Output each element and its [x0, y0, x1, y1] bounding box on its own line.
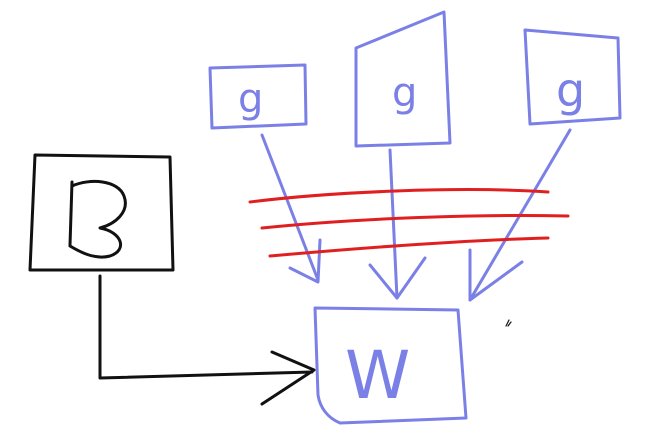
node-w-box [313, 306, 468, 425]
node-b-box [28, 153, 175, 272]
node-g-3: g [523, 28, 622, 126]
arrow-g2-to-w [368, 148, 427, 300]
node-g-1-box [208, 63, 308, 130]
arrow-b-shaft [98, 274, 314, 380]
node-g-2-label: g [392, 70, 417, 116]
red-line-3 [268, 236, 550, 258]
red-strike-lines [248, 188, 570, 258]
node-b-label: B [0, 0, 1, 1]
node-w: W [313, 306, 468, 425]
node-b-glyph-stem [68, 180, 74, 247]
node-g-1-label: g [238, 76, 263, 122]
node-b: B [0, 0, 175, 272]
node-g-3-label: g [556, 63, 585, 117]
arrow-b-to-w [98, 274, 316, 406]
node-g-3-box [523, 28, 622, 126]
arrow-b-head [260, 350, 316, 406]
arrow-g1-shaft [260, 133, 320, 282]
node-g-1: g [208, 63, 308, 130]
node-b-glyph-bowls [68, 179, 127, 259]
stray-mark [505, 319, 512, 327]
arrow-g2-shaft [388, 148, 399, 300]
red-line-2 [260, 214, 570, 230]
node-g-2: g [354, 10, 452, 148]
node-w-label: W [345, 337, 410, 414]
arrow-g1-head [288, 238, 322, 284]
arrow-g1-to-w [260, 133, 322, 284]
node-g-2-box [354, 10, 452, 148]
red-line-1 [248, 188, 550, 204]
arrow-g3-head [468, 248, 524, 302]
arrow-g2-head [368, 256, 427, 300]
